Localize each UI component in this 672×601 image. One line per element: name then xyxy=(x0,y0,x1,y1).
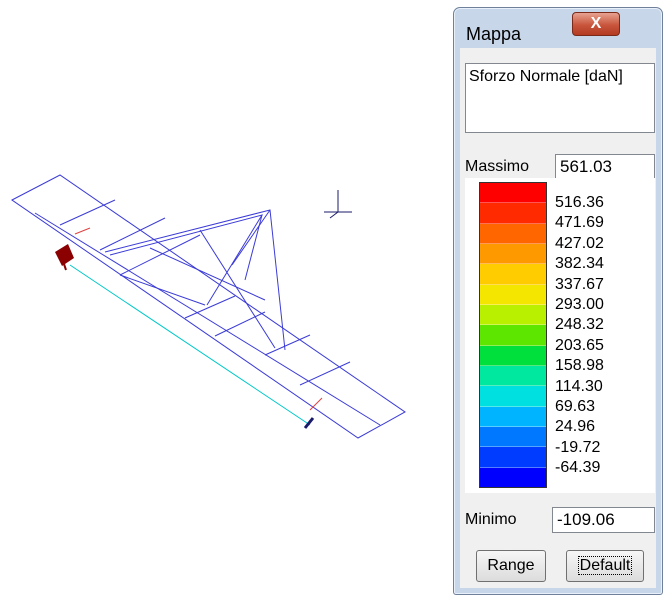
close-icon: X xyxy=(591,15,602,33)
legend-swatch xyxy=(480,224,546,244)
legend-swatch xyxy=(480,346,546,366)
legend-value: 427.02 xyxy=(555,235,645,255)
legend-swatch xyxy=(480,447,546,467)
model-viewport[interactable] xyxy=(0,0,450,601)
min-label: Minimo xyxy=(465,511,517,529)
deck-outline xyxy=(12,175,405,438)
color-scale-bar xyxy=(479,182,547,488)
range-button[interactable]: Range xyxy=(476,550,546,582)
legend-value: 69.63 xyxy=(555,398,645,418)
legend-swatch xyxy=(480,285,546,305)
legend-swatch xyxy=(480,427,546,447)
legend-value: 337.67 xyxy=(555,276,645,296)
min-field[interactable]: -109.06 xyxy=(552,507,655,533)
structure-wireframe xyxy=(12,175,405,438)
legend-swatch xyxy=(480,264,546,284)
max-field[interactable]: 561.03 xyxy=(555,154,655,180)
legend-value: -64.39 xyxy=(555,459,645,479)
legend-value: 24.96 xyxy=(555,418,645,438)
legend-value: 114.30 xyxy=(555,378,645,398)
window-title: Mappa xyxy=(466,24,521,45)
axis-triad-icon xyxy=(324,190,352,218)
close-button[interactable]: X xyxy=(572,12,620,36)
quantity-display[interactable]: Sforzo Normale [daN] xyxy=(465,63,655,133)
legend-swatch xyxy=(480,183,546,203)
legend-value: 158.98 xyxy=(555,357,645,377)
default-button[interactable]: Default xyxy=(566,550,644,582)
legend-value: 516.36 xyxy=(555,194,645,214)
legend-swatch xyxy=(480,386,546,406)
legend-swatch xyxy=(480,244,546,264)
default-button-label: Default xyxy=(578,556,633,575)
legend-swatch xyxy=(480,203,546,223)
legend-value: 382.34 xyxy=(555,255,645,275)
legend-value: 293.00 xyxy=(555,296,645,316)
legend-value: 471.69 xyxy=(555,214,645,234)
window-client: Sforzo Normale [daN] Massimo 561.03 516.… xyxy=(460,48,656,588)
mappa-window[interactable]: Mappa X Sforzo Normale [daN] Massimo 561… xyxy=(453,7,663,595)
beam-axis xyxy=(70,265,310,425)
legend-value: 248.32 xyxy=(555,316,645,336)
legend-swatch xyxy=(480,325,546,345)
legend-values: 516.36 471.69 427.02 382.34 337.67 293.00 248.… xyxy=(555,194,645,479)
legend-swatch xyxy=(480,305,546,325)
legend-swatch xyxy=(480,468,546,487)
legend-value: 203.65 xyxy=(555,337,645,357)
legend-value: -19.72 xyxy=(555,439,645,459)
legend-swatch xyxy=(480,407,546,427)
legend-swatch xyxy=(480,366,546,386)
max-label: Massimo xyxy=(465,158,529,176)
